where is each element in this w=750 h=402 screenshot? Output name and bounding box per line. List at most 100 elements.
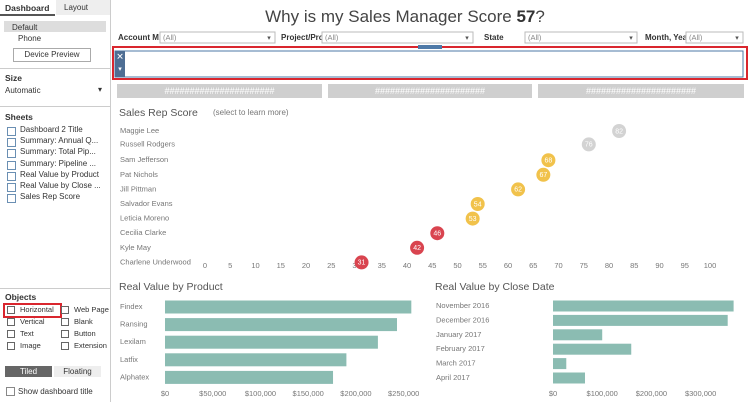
sheet-icon[interactable] [7, 171, 16, 181]
dropdown-arrow[interactable]: ▾ [267, 35, 271, 42]
tab[interactable]: Layout [56, 0, 110, 15]
filter-value[interactable]: (All) [325, 33, 339, 42]
object-icon[interactable] [7, 342, 15, 350]
object-item[interactable]: Button [74, 329, 96, 338]
sheet-item[interactable]: Summary: Annual Q... [20, 136, 99, 146]
x-tick-label: 85 [630, 261, 638, 270]
score-label: 67 [539, 172, 547, 179]
object-item[interactable]: Horizontal [20, 305, 54, 314]
bar[interactable] [165, 353, 347, 367]
sheet-icon[interactable] [7, 194, 16, 204]
score-dot[interactable] [536, 167, 551, 182]
sheet-item[interactable]: Real Value by Close ... [20, 181, 101, 190]
container-handle[interactable] [115, 51, 125, 77]
object-item[interactable]: Image [20, 341, 41, 350]
filter-dropdown[interactable] [685, 31, 744, 44]
sheet-item[interactable]: Sales Rep Score [20, 192, 81, 202]
bar[interactable] [165, 318, 397, 332]
sheet-icon[interactable] [7, 127, 16, 136]
selected-container[interactable] [112, 46, 748, 80]
score-label: 62 [514, 187, 522, 194]
dropdown[interactable]: Automatic [5, 86, 41, 95]
filter-value[interactable]: (All) [689, 33, 703, 42]
close-icon[interactable]: ✕ [116, 51, 124, 61]
checkbox-label[interactable]: Show dashboard title [18, 387, 93, 396]
device-selected[interactable] [4, 21, 106, 32]
object-item[interactable]: Extension [74, 341, 107, 350]
toggle-label[interactable]: Floating [63, 367, 92, 376]
object-icon[interactable] [7, 306, 15, 314]
score-dot[interactable] [465, 211, 480, 226]
drag-handle[interactable] [418, 45, 442, 49]
score-dot[interactable] [430, 226, 445, 241]
row-label: Kyle May [120, 243, 151, 252]
toggle-label[interactable]: Tiled [19, 367, 38, 376]
bar[interactable] [553, 343, 632, 355]
sheet-icon[interactable] [7, 138, 16, 148]
score-dot[interactable] [410, 240, 425, 255]
score-label: 82 [615, 128, 623, 135]
menu-icon[interactable]: ▾ [118, 66, 122, 73]
object-icon[interactable] [61, 342, 69, 350]
sheet-item[interactable]: Summary: Total Pip... [20, 147, 96, 157]
filter-dropdown[interactable] [321, 31, 474, 44]
bar[interactable] [165, 370, 334, 384]
sheet-icon[interactable] [7, 183, 16, 192]
object-item[interactable]: Blank [74, 317, 93, 326]
x-tick-label: 15 [277, 261, 285, 270]
object-icon[interactable] [61, 330, 69, 338]
dropdown-arrow[interactable]: ▾ [629, 35, 633, 42]
sheet-item[interactable]: Summary: Pipeline ... [20, 158, 97, 168]
bar[interactable] [553, 329, 603, 341]
object-icon[interactable] [61, 306, 69, 314]
row-label: Latfix [120, 355, 138, 364]
object-icon[interactable] [7, 330, 15, 338]
score-dot[interactable] [612, 124, 627, 138]
x-tick-label: 20 [302, 261, 310, 270]
bar[interactable] [553, 358, 567, 370]
score-dot[interactable] [541, 153, 556, 168]
sheet-icon[interactable] [7, 160, 16, 170]
tab-label[interactable]: Dashboard [5, 3, 50, 13]
toggle[interactable]: Tiled [5, 366, 52, 377]
score-dot[interactable] [354, 255, 369, 270]
bar[interactable] [165, 335, 378, 349]
object-item[interactable]: Web Page [74, 305, 109, 314]
score-label: 42 [413, 245, 421, 252]
score-dot[interactable] [511, 182, 526, 197]
object-item[interactable]: Text [20, 329, 34, 338]
object-item[interactable]: Vertical [20, 317, 45, 326]
bar[interactable] [553, 314, 728, 326]
bar[interactable] [553, 372, 585, 384]
filter-dropdown[interactable] [159, 31, 276, 44]
sheet-icon[interactable] [7, 149, 16, 159]
object-icon[interactable] [7, 318, 15, 326]
x-tick-label: 55 [479, 261, 487, 270]
x-tick-label: 45 [428, 261, 436, 270]
button-label[interactable]: Device Preview [24, 50, 80, 59]
tab-label[interactable]: Layout [64, 3, 89, 12]
sheet-item[interactable]: Dashboard 2 Title [20, 125, 83, 134]
toggle[interactable]: Floating [54, 366, 101, 377]
score-label: 31 [358, 260, 366, 267]
tab[interactable]: Dashboard [0, 0, 55, 16]
checkbox[interactable] [6, 387, 15, 396]
x-tick-label: $200,000 [340, 389, 371, 398]
score-dot[interactable] [470, 197, 485, 211]
dropdown-arrow[interactable]: ▾ [98, 85, 103, 94]
device[interactable]: Default [12, 23, 38, 32]
device[interactable]: Phone [18, 34, 42, 43]
filter-value[interactable]: (All) [528, 33, 542, 42]
bar[interactable] [165, 300, 412, 314]
button[interactable]: Device Preview [13, 48, 91, 62]
dropdown-arrow[interactable]: ▾ [735, 35, 739, 42]
dropdown-arrow[interactable]: ▾ [465, 35, 469, 42]
container[interactable] [114, 50, 744, 78]
divider [0, 68, 110, 69]
bar[interactable] [553, 300, 734, 312]
object-icon[interactable] [61, 318, 69, 326]
filter-dropdown[interactable] [524, 31, 638, 44]
score-dot[interactable] [581, 137, 596, 152]
filter-value[interactable]: (All) [163, 33, 177, 42]
sheet-item[interactable]: Real Value by Product [20, 169, 100, 179]
